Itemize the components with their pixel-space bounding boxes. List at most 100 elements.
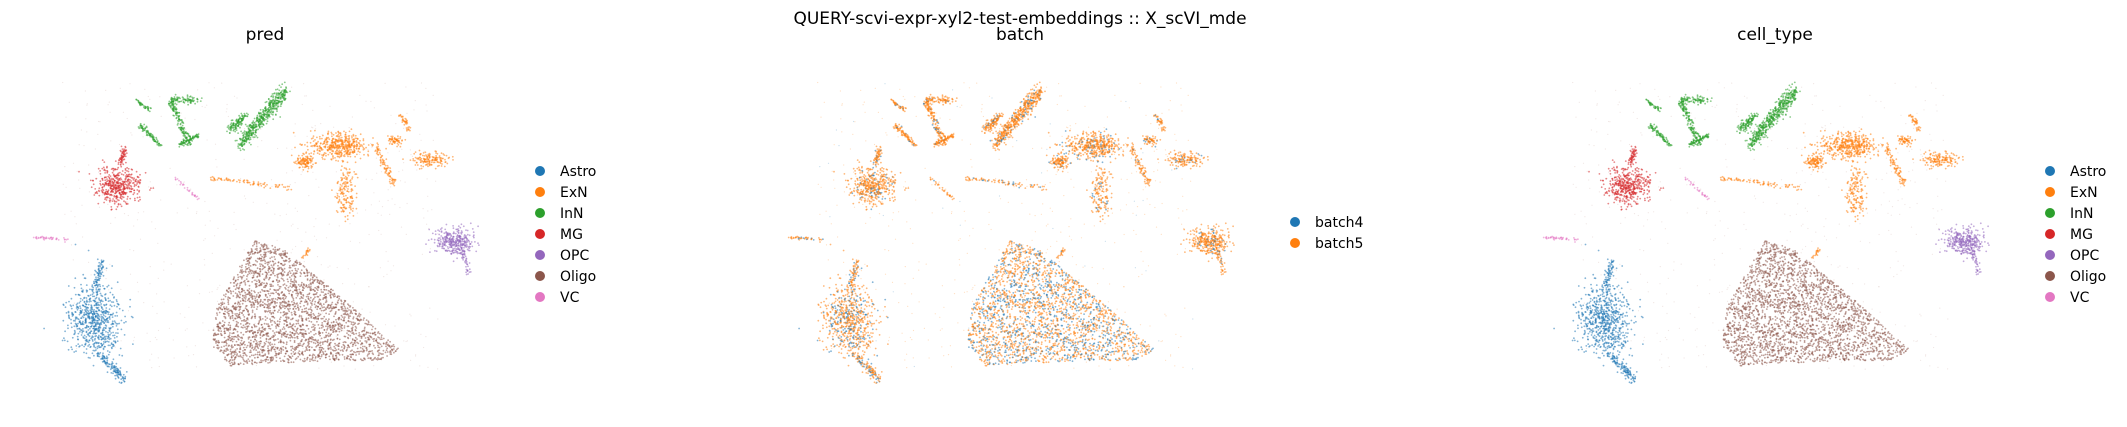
- scatter-point: [325, 353, 328, 355]
- scatter-point: [253, 136, 256, 139]
- scatter-point: [343, 305, 346, 308]
- scatter-point: [357, 334, 360, 337]
- scatter-point: [65, 186, 67, 188]
- scatter-point: [272, 309, 274, 311]
- scatter-point: [216, 300, 219, 302]
- scatter-point: [338, 316, 340, 319]
- scatter-point: [301, 286, 304, 288]
- scatter-point: [173, 97, 176, 100]
- scatter-point: [280, 350, 283, 353]
- scatter-point: [283, 355, 286, 358]
- scatter-point: [313, 316, 315, 319]
- scatter-point: [416, 161, 418, 164]
- scatter-point: [237, 334, 240, 336]
- scatter-point: [355, 327, 358, 329]
- scatter-point: [278, 297, 281, 300]
- scatter-point: [281, 278, 284, 280]
- scatter-point: [361, 145, 364, 148]
- scatter-point: [290, 318, 292, 321]
- scatter-point: [250, 339, 252, 342]
- scatter-point: [248, 272, 251, 275]
- scatter-point: [384, 82, 386, 84]
- scatter-point: [256, 306, 259, 308]
- scatter-point: [265, 112, 268, 114]
- scatter-point: [256, 353, 259, 356]
- scatter-point: [231, 332, 234, 335]
- scatter-point: [304, 330, 307, 332]
- scatter-point: [232, 319, 235, 322]
- scatter-point: [287, 286, 290, 289]
- scatter-point: [225, 344, 228, 347]
- scatter-point: [384, 324, 387, 326]
- scatter-point: [291, 86, 293, 88]
- scatter-point: [356, 148, 358, 150]
- scatter-point: [425, 160, 428, 163]
- scatter-point: [181, 124, 184, 127]
- scatter-point: [348, 137, 351, 139]
- scatter-point: [370, 100, 372, 103]
- scatter-point: [293, 332, 295, 335]
- scatter-point: [278, 285, 281, 288]
- scatter-point: [242, 300, 245, 302]
- scatter-point: [246, 115, 249, 118]
- scatter-point: [308, 195, 310, 197]
- scatter-point: [253, 241, 256, 244]
- scatter-point: [229, 328, 232, 331]
- scatter-point: [315, 317, 318, 320]
- scatter-point: [234, 292, 237, 294]
- scatter-point: [204, 106, 206, 108]
- scatter-point: [198, 293, 201, 295]
- scatter-point: [256, 252, 259, 255]
- scatter-point: [310, 166, 313, 169]
- scatter-point: [235, 340, 238, 343]
- scatter-point: [248, 319, 250, 321]
- scatter-point: [295, 289, 298, 292]
- scatter-point: [426, 223, 428, 225]
- scatter-point: [233, 282, 236, 284]
- scatter-point: [265, 303, 267, 306]
- scatter-point: [324, 293, 327, 295]
- scatter-point: [276, 88, 279, 91]
- scatter-point: [204, 200, 206, 203]
- scatter-point: [278, 89, 281, 92]
- scatter-point: [291, 294, 293, 297]
- scatter-point: [288, 334, 291, 337]
- scatter-point: [355, 141, 358, 144]
- scatter-point: [397, 144, 400, 146]
- scatter-point: [274, 97, 277, 100]
- scatter-point: [317, 312, 320, 315]
- scatter-point: [237, 147, 240, 149]
- scatter-point: [343, 345, 346, 348]
- scatter-point: [259, 108, 262, 111]
- scatter-point: [309, 141, 312, 144]
- scatter-point: [378, 349, 381, 351]
- scatter-point: [265, 100, 268, 103]
- scatter-point: [267, 307, 270, 310]
- scatter-point: [292, 327, 294, 330]
- scatter-point: [241, 117, 244, 120]
- scatter-point: [419, 153, 422, 156]
- scatter-point: [289, 331, 292, 333]
- scatter-point: [254, 291, 256, 294]
- scatter-point: [223, 336, 226, 339]
- scatter-point: [248, 288, 251, 290]
- scatter-point: [301, 308, 304, 311]
- scatter-point: [341, 353, 344, 356]
- scatter-point: [304, 144, 306, 146]
- scatter-point: [267, 310, 270, 312]
- scatter-point: [359, 139, 361, 142]
- scatter-point: [340, 302, 343, 305]
- scatter-point: [170, 263, 172, 265]
- scatter-point: [262, 328, 265, 331]
- scatter-point: [310, 321, 313, 323]
- scatter-point: [291, 355, 294, 357]
- scatter-point: [225, 293, 227, 295]
- scatter-point: [182, 182, 184, 184]
- scatter-point: [264, 353, 267, 355]
- scatter-point: [304, 95, 306, 97]
- scatter-point: [224, 356, 227, 359]
- scatter-point: [285, 259, 288, 262]
- scatter-point: [112, 194, 114, 196]
- scatter-point: [223, 302, 226, 305]
- scatter-point: [403, 340, 405, 342]
